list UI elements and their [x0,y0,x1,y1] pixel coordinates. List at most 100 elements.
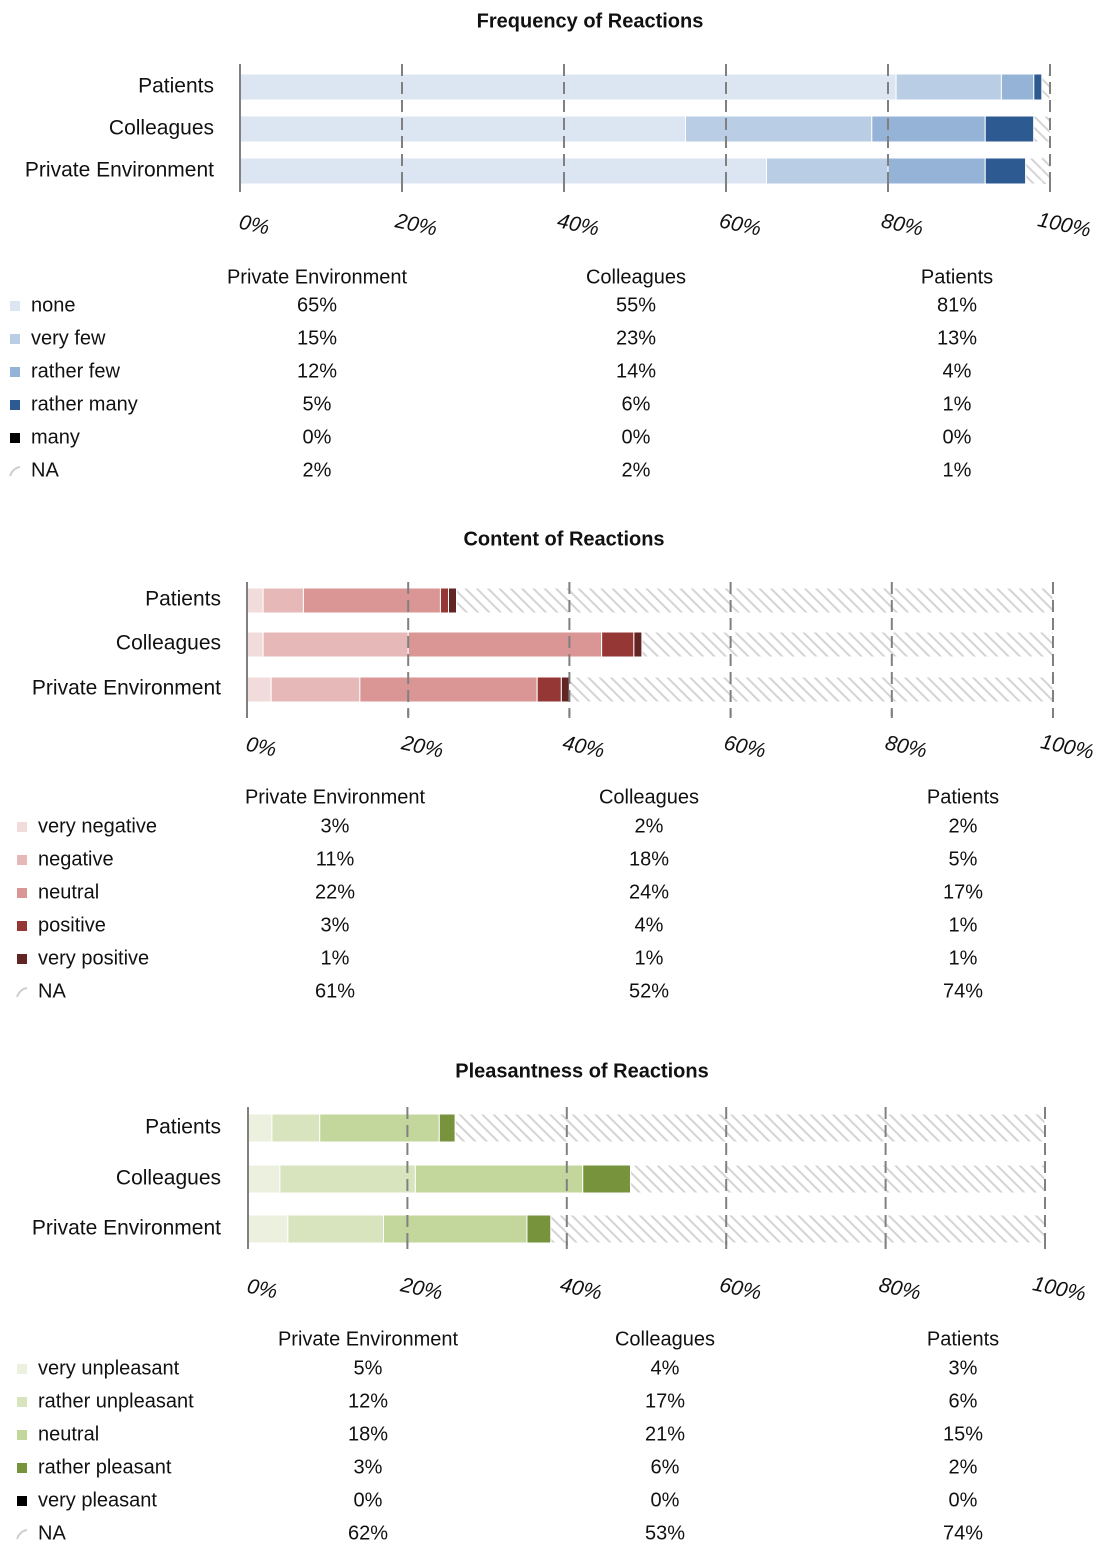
table-cell: 1% [949,947,978,969]
table-cell: 15% [943,1423,983,1445]
legend-key [10,334,20,344]
table-cell: 0% [943,426,972,448]
bar-segment [630,1164,1046,1194]
legend-label: none [31,294,76,316]
legend-key [17,822,27,832]
bar-segment [239,115,686,143]
legend-label: neutral [38,881,99,903]
bar-segment [582,1164,632,1194]
table-header: Colleagues [586,266,686,288]
bar-segment [887,157,986,185]
table-cell: 74% [943,980,983,1002]
legend-key [17,1397,27,1407]
table-header: Private Environment [278,1328,459,1350]
table-cell: 61% [315,980,355,1002]
tick-label: 20% [398,731,445,762]
bar-segment [279,1164,416,1194]
table-cell: 0% [354,1489,383,1511]
chart-title: Frequency of Reactions [477,10,704,32]
bar-segment [270,676,361,703]
table-cell: 52% [629,980,669,1002]
table-cell: 62% [348,1522,388,1542]
category-label: Patients [145,1116,221,1139]
bar-segment [239,73,897,101]
table-header: Colleagues [599,786,699,808]
bar-segment [560,676,570,703]
category-label: Private Environment [25,159,214,182]
legend-key [10,367,20,377]
legend-label: very few [31,327,106,349]
legend-key [10,400,20,410]
bar-segment [526,1214,552,1244]
tick-label: 0% [237,211,271,240]
table-cell: 15% [297,327,337,349]
category-label: Patients [145,588,221,611]
category-label: Patients [138,75,214,98]
table-cell: 4% [943,360,972,382]
legend-label: NA [38,1522,66,1542]
table-cell: 2% [635,815,664,837]
table-cell: 12% [297,360,337,382]
table-cell: 5% [949,848,978,870]
legend-label: NA [38,980,66,1002]
bar-segment [271,1113,321,1143]
table-cell: 3% [321,914,350,936]
chart-title: Pleasantness of Reactions [455,1060,708,1082]
legend-key [17,1463,27,1473]
bar-segment [871,115,986,143]
legend-label: very positive [38,947,149,969]
bar-segment [1025,157,1043,185]
category-label: Colleagues [116,632,221,655]
bar-segment [439,587,450,614]
table-header: Patients [927,1328,999,1350]
bar-segment [1033,115,1051,143]
table-cell: 17% [645,1390,685,1412]
legend-label: very negative [38,815,157,837]
bar-segment [438,1113,456,1143]
tick-label: 40% [561,731,607,762]
table-cell: 13% [937,327,977,349]
table-cell: 4% [635,914,664,936]
table-header: Patients [921,266,993,288]
table-header: Private Environment [227,266,408,288]
table-cell: 1% [943,459,972,481]
bar-segment [568,676,1054,703]
table-cell: 23% [616,327,656,349]
legend-key [10,301,20,311]
table-cell: 2% [303,459,332,481]
table-cell: 3% [321,815,350,837]
table-cell: 2% [949,815,978,837]
bar-segment [536,676,562,703]
table-cell: 53% [645,1522,685,1542]
bar-segment [246,631,264,658]
table-cell: 21% [645,1423,685,1445]
table-cell: 24% [629,881,669,903]
category-label: Private Environment [32,677,221,700]
legend-key-na [9,466,21,477]
table-header: Patients [927,786,999,808]
legend-label: positive [38,914,106,936]
bar-segment [359,676,538,703]
table-cell: 3% [354,1456,383,1478]
bar-segment [895,73,1002,101]
table-cell: 4% [651,1357,680,1379]
bar-segment [407,631,603,658]
table-cell: 0% [651,1489,680,1511]
table-cell: 0% [303,426,332,448]
table-header: Private Environment [245,786,426,808]
tick-label: 20% [398,1273,445,1304]
tick-label: 0% [244,733,278,762]
bar-segment [1041,73,1051,101]
bar-segment [984,157,1027,185]
legend-key [17,1496,27,1506]
table-cell: 18% [348,1423,388,1445]
tick-label: 80% [877,1273,923,1304]
table-cell: 6% [949,1390,978,1412]
table-cell: 18% [629,848,669,870]
table-cell: 0% [949,1489,978,1511]
legend-label: rather unpleasant [38,1390,194,1412]
table-cell: 55% [616,294,656,316]
legend-key [10,433,20,443]
bar-segment [302,587,441,614]
legend-key [17,921,27,931]
